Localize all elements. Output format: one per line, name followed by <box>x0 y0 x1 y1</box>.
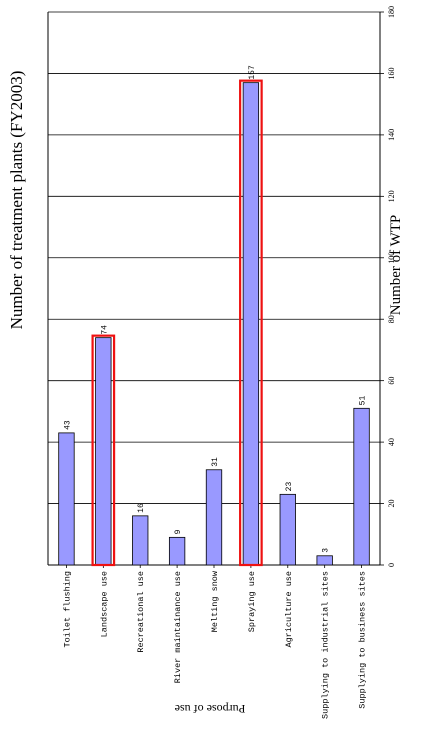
category-label: Toilet flushing <box>62 571 72 648</box>
data-label: 31 <box>211 457 220 467</box>
tick-label: 60 <box>387 377 396 385</box>
tick-label: 20 <box>387 500 396 508</box>
data-label: 9 <box>174 529 183 534</box>
data-label: 157 <box>248 65 257 80</box>
bar <box>316 555 333 566</box>
data-label: 3 <box>322 548 331 553</box>
category-label: Spraying use <box>247 571 257 632</box>
tick-label: 180 <box>387 6 396 18</box>
data-label: 23 <box>285 482 294 492</box>
value-axis-label: Number of WTP <box>388 215 404 316</box>
bar <box>205 469 223 566</box>
bar <box>242 82 260 566</box>
data-label: 51 <box>359 396 368 406</box>
tick-label: 140 <box>387 129 396 141</box>
category-label: Landscape use <box>99 571 109 637</box>
tick-label: 160 <box>387 67 396 79</box>
bars <box>58 82 370 566</box>
data-label: 16 <box>137 503 146 513</box>
bar <box>132 515 149 566</box>
value-ticks: 0 20 40 60 80 100 120 140 160 180 <box>380 6 396 567</box>
highlight-box <box>239 79 263 567</box>
data-label: 43 <box>63 420 72 430</box>
category-labels: Toilet flushing Landscape use Recreational… <box>62 565 368 719</box>
tick-label: 80 <box>387 315 396 323</box>
tick-label: 0 <box>387 563 396 567</box>
bar <box>279 493 296 566</box>
chart-title: Number of treatment plants (FY2003) <box>7 71 26 330</box>
category-label: Melting snow <box>210 570 220 632</box>
highlight-box <box>91 334 116 567</box>
category-label: Agriculture use <box>284 571 294 648</box>
category-label: River maintainance use <box>173 571 183 683</box>
category-label: Supplying to industrial sites <box>321 571 331 719</box>
tick-label: 120 <box>387 190 396 202</box>
data-label: 74 <box>100 325 109 335</box>
bar <box>168 536 186 566</box>
category-label: Supplying to business sites <box>358 571 368 709</box>
bar <box>58 432 75 566</box>
category-label: Recreational use <box>136 571 146 653</box>
data-labels: 43 74 16 9 31 157 23 3 51 <box>63 65 367 553</box>
tick-label: 100 <box>387 252 396 264</box>
bar <box>353 407 370 566</box>
bar <box>95 337 112 566</box>
highlight-boxes <box>91 79 263 567</box>
category-axis-label: Purpose of use <box>175 702 246 716</box>
tick-label: 40 <box>387 438 396 446</box>
